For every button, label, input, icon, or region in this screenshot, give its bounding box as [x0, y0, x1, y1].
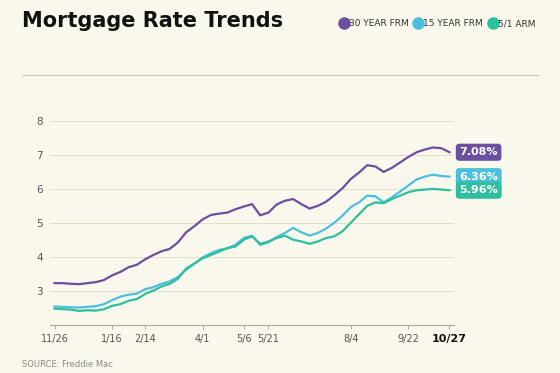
- Text: SOURCE: Freddie Mac: SOURCE: Freddie Mac: [22, 360, 113, 369]
- Text: 5.96%: 5.96%: [459, 185, 498, 195]
- Legend: 30 YEAR FRM, 15 YEAR FRM, 5/1 ARM: 30 YEAR FRM, 15 YEAR FRM, 5/1 ARM: [338, 16, 539, 32]
- Text: 6.36%: 6.36%: [459, 172, 498, 182]
- Text: Mortgage Rate Trends: Mortgage Rate Trends: [22, 11, 283, 31]
- Text: 7.08%: 7.08%: [459, 147, 498, 157]
